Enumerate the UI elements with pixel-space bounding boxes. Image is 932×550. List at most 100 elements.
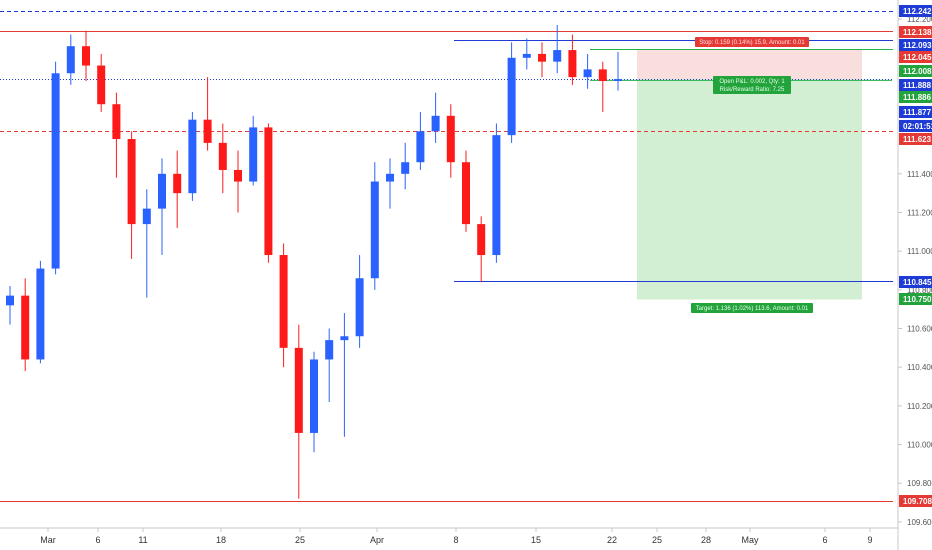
candle-30 xyxy=(462,150,470,232)
candle-19 xyxy=(294,324,303,499)
y-tick-label-8: 110.200 xyxy=(907,402,932,411)
candle-body-37 xyxy=(568,50,577,78)
candle-31 xyxy=(477,216,486,283)
candle-12 xyxy=(188,111,197,201)
y-tick-label-3: 111.200 xyxy=(907,208,932,217)
candle-21 xyxy=(325,328,334,402)
candle-body-12 xyxy=(188,119,197,194)
candle-10 xyxy=(158,158,166,256)
price-label-bg-12 xyxy=(899,495,932,507)
price-label-bg-2 xyxy=(899,39,932,51)
candle-body-16 xyxy=(249,127,258,182)
candle-body-0 xyxy=(6,295,14,306)
price-label-countdown: 02:01:51 xyxy=(899,120,932,132)
stop-label-text-0: Stop: 0.159 (0.14%) 15.9, Amount: 0.01 xyxy=(699,40,805,46)
x-tick-label-12: 6 xyxy=(822,535,827,545)
candle-body-27 xyxy=(416,131,425,163)
candle-body-23 xyxy=(355,278,364,337)
price-label-text-2: 112.093 xyxy=(903,41,932,50)
price-label-entry: 112.008 xyxy=(899,65,932,77)
candle-body-32 xyxy=(492,135,501,256)
candle-8 xyxy=(127,131,136,259)
price-label-text-3: 112.045 xyxy=(903,53,932,62)
candle-body-14 xyxy=(218,142,227,170)
candle-body-34 xyxy=(522,53,531,58)
candle-body-19 xyxy=(294,347,303,433)
candle-body-7 xyxy=(112,104,121,140)
price-label-text-0: 112.242 xyxy=(903,7,932,16)
candle-body-29 xyxy=(446,115,455,163)
candle-body-25 xyxy=(386,173,394,182)
candle-body-4 xyxy=(66,46,75,74)
candle-15 xyxy=(234,150,242,213)
open-pnl-label-text-0: Open P&L: 0.002, Qty: 1 xyxy=(719,79,785,85)
x-tick-label-6: 8 xyxy=(453,535,458,545)
candle-body-5 xyxy=(82,46,90,66)
candle-23 xyxy=(355,255,364,348)
candle-20 xyxy=(310,351,318,453)
y-tick-label-5: 110.800 xyxy=(907,286,932,295)
candle-body-22 xyxy=(340,336,349,341)
x-tick-label-10: 28 xyxy=(701,535,711,545)
candle-body-33 xyxy=(507,57,516,136)
stop-loss-zone xyxy=(637,49,862,80)
price-label-dashed-red: 111.623 xyxy=(899,133,932,145)
x-tick-label-2: 11 xyxy=(138,535,147,545)
y-tick-label-11: 109.600 xyxy=(907,518,932,527)
x-tick-label-13: 9 xyxy=(867,535,872,545)
candle-32 xyxy=(492,123,501,263)
candle-29 xyxy=(446,104,455,178)
candle-22 xyxy=(340,313,349,437)
x-tick-label-0: Mar xyxy=(40,535,56,545)
x-tick-label-5: Apr xyxy=(370,535,384,545)
x-tick-label-11: May xyxy=(741,535,759,545)
target-label-text-0: Target: 1.136 (1.02%) 113.6, Amount: 0.0… xyxy=(696,306,809,312)
candle-body-2 xyxy=(36,268,45,360)
candle-body-38 xyxy=(583,69,592,78)
candle-17 xyxy=(264,123,273,263)
candle-24 xyxy=(370,162,379,290)
x-tick-label-3: 18 xyxy=(216,535,226,545)
candle-5 xyxy=(82,30,90,81)
candle-18 xyxy=(279,243,288,368)
candle-3 xyxy=(51,61,60,275)
price-label-bg-3 xyxy=(899,51,932,63)
price-label-bg-9 xyxy=(899,133,932,145)
price-label-entry-2: 111.886 xyxy=(899,91,932,103)
candle-39 xyxy=(598,61,607,112)
y-tick-label-6: 110.600 xyxy=(907,325,932,334)
price-label-text-8: 02:01:51 xyxy=(903,122,932,131)
price-label-text-7: 111.877 xyxy=(903,108,932,117)
candle-body-17 xyxy=(264,127,273,256)
candle-26 xyxy=(401,142,410,190)
candle-body-40 xyxy=(614,79,622,81)
price-label-level: 112.093 xyxy=(899,39,932,51)
open-pnl-label: Open P&L: 0.002, Qty: 1 Risk/Reward Ratio… xyxy=(713,76,791,94)
candle-36 xyxy=(553,24,562,74)
x-tick-label-9: 25 xyxy=(652,535,662,545)
price-label-text-5: 111.888 xyxy=(903,81,932,90)
price-label-text-9: 111.623 xyxy=(903,135,932,144)
candle-body-18 xyxy=(279,255,288,348)
price-label-text-11: 110.750 xyxy=(903,295,932,304)
stop-label: Stop: 0.159 (0.14%) 15.9, Amount: 0.01 xyxy=(695,37,809,47)
candle-body-15 xyxy=(234,169,242,182)
candle-body-21 xyxy=(325,340,334,360)
candle-body-20 xyxy=(310,359,318,433)
candle-body-35 xyxy=(538,53,546,62)
candle-37 xyxy=(568,34,577,85)
price-label-bid: 111.877 xyxy=(899,106,932,118)
x-tick-label-1: 6 xyxy=(95,535,100,545)
candle-34 xyxy=(522,38,531,70)
candle-body-24 xyxy=(370,181,379,279)
y-tick-label-9: 110.000 xyxy=(907,441,932,450)
price-label-text-12: 109.708 xyxy=(903,497,932,506)
price-label-low: 109.708 xyxy=(899,495,932,507)
time-axis[interactable]: Mar 6 11 18 25 Apr 8 15 22 25 28 May 6 9 xyxy=(40,528,873,545)
candle-14 xyxy=(218,123,227,194)
price-label-bg-5 xyxy=(899,79,932,91)
candle-body-26 xyxy=(401,162,410,174)
price-label-bg-10 xyxy=(899,276,932,288)
y-tick-label-4: 111.000 xyxy=(907,247,932,256)
